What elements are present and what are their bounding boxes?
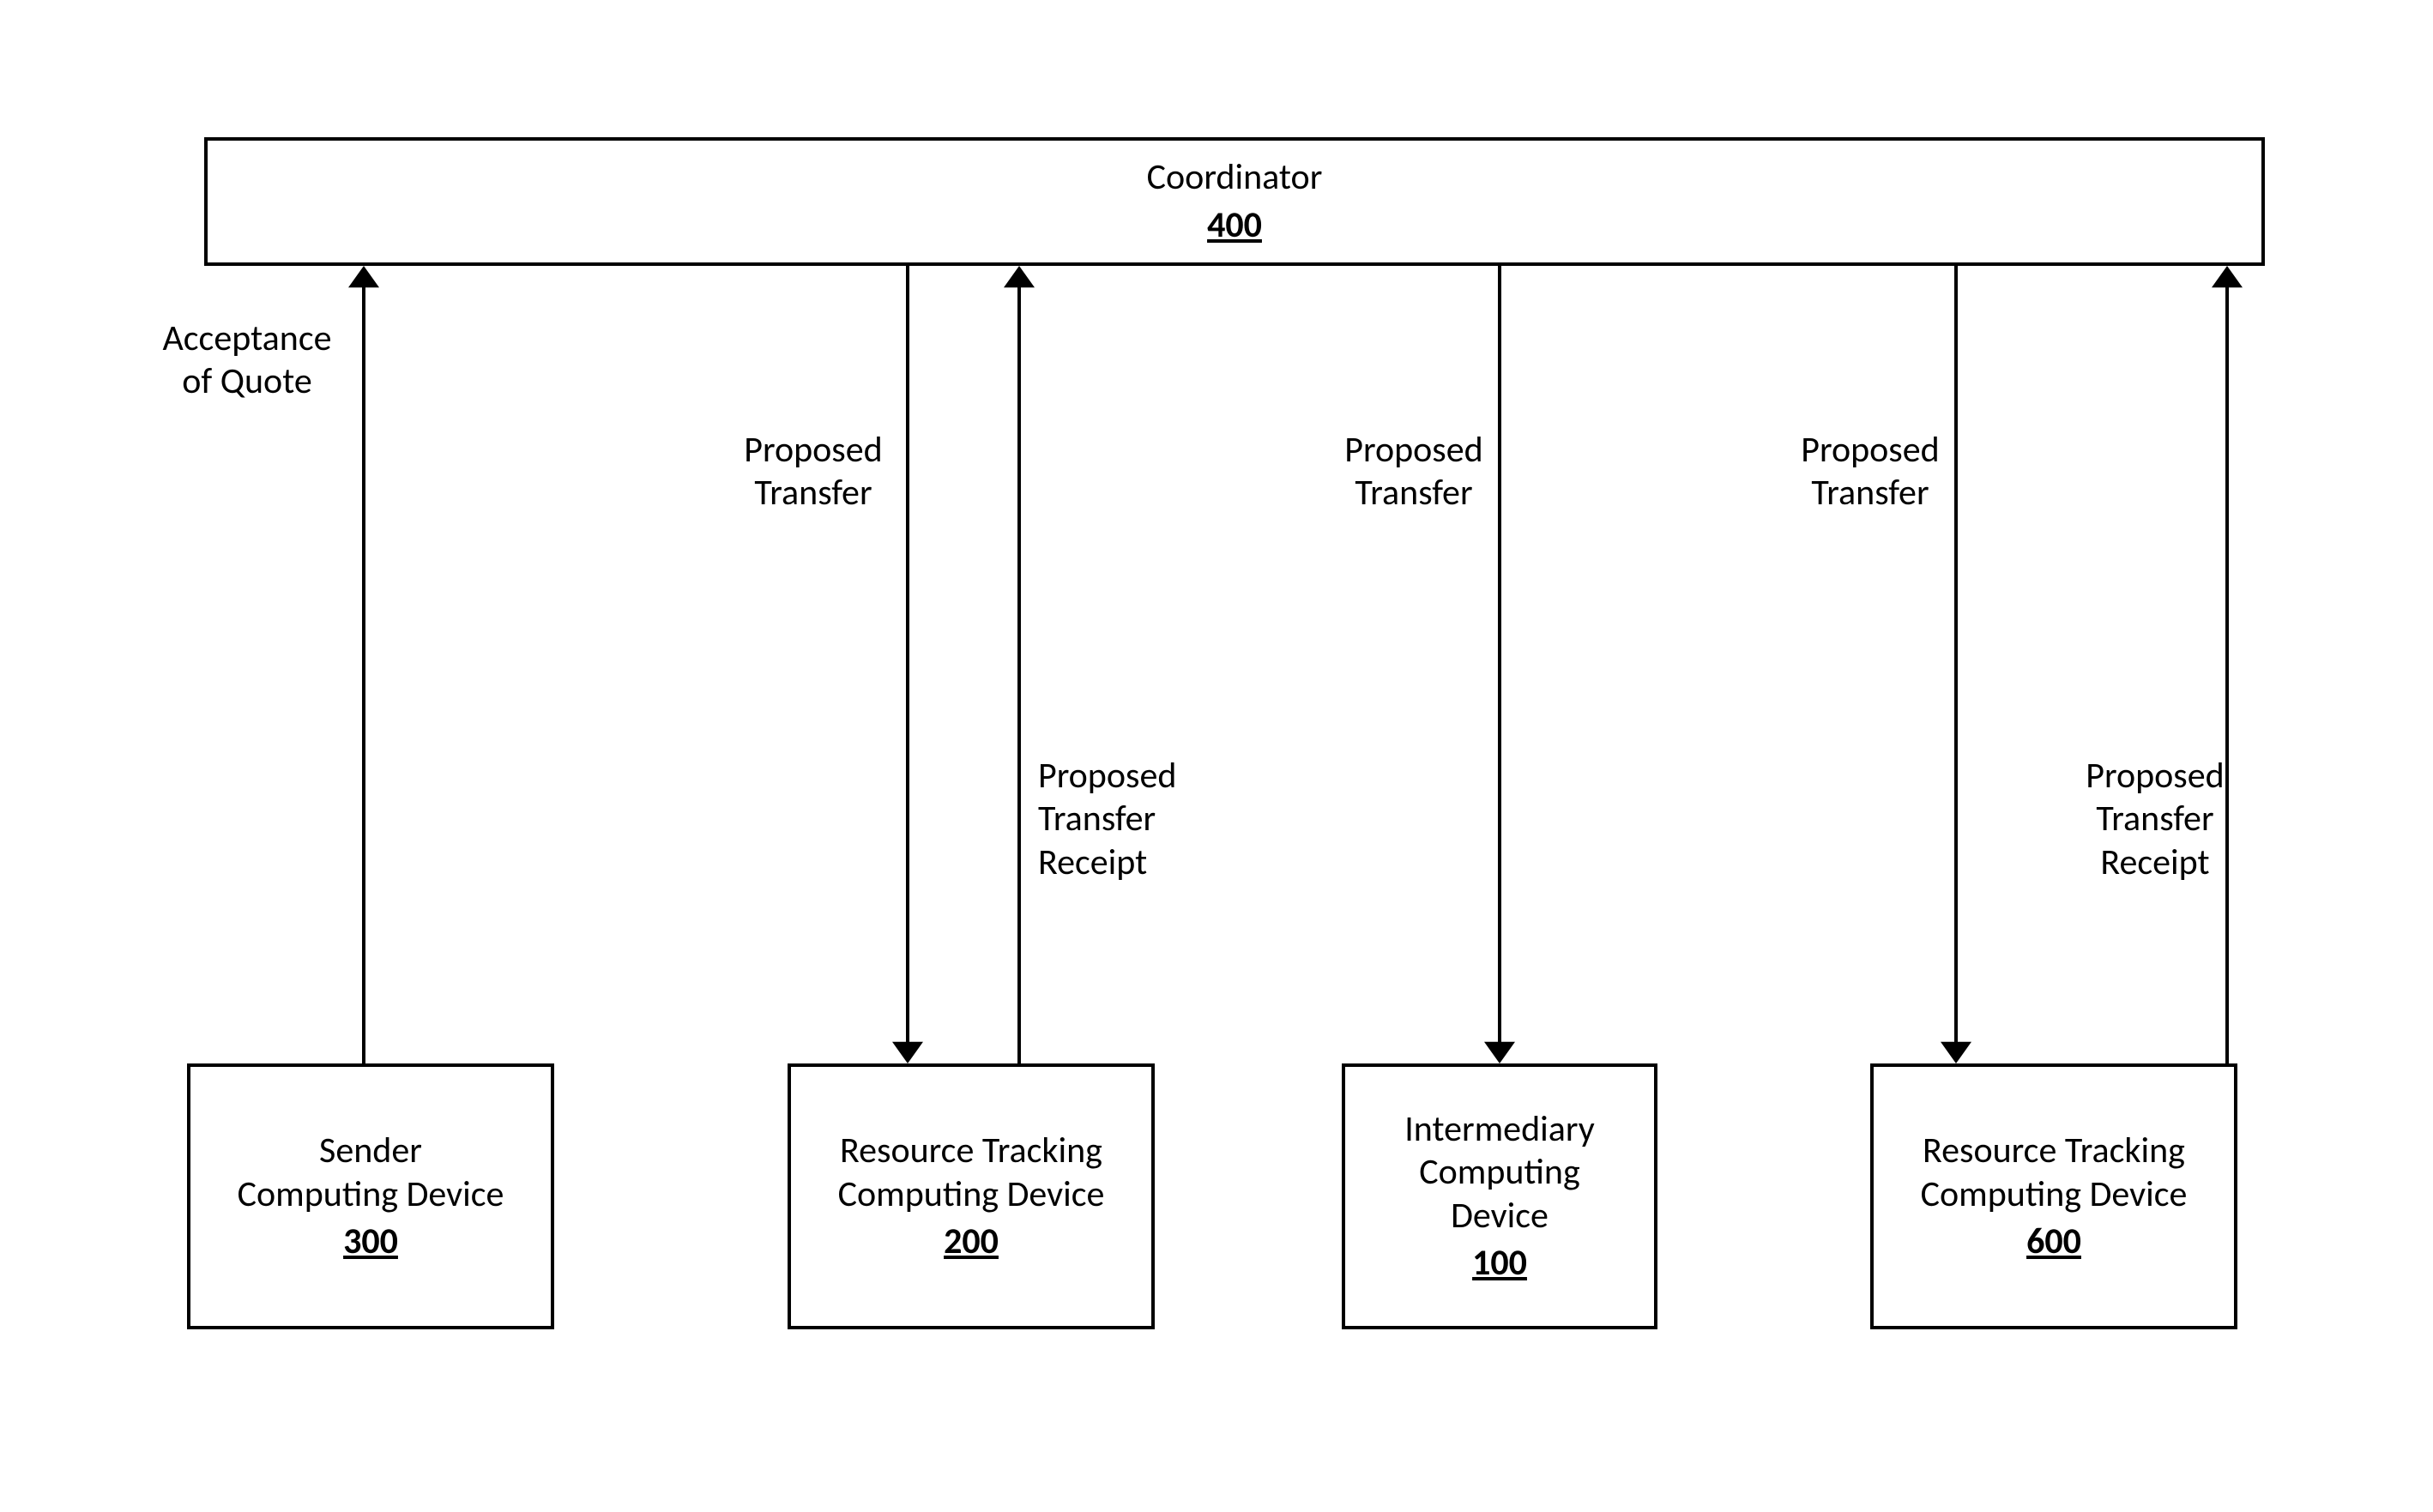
system-diagram: Coordinator 400 SenderComputing Device 3… — [0, 0, 2433, 1512]
arrows-layer — [0, 0, 2433, 1512]
